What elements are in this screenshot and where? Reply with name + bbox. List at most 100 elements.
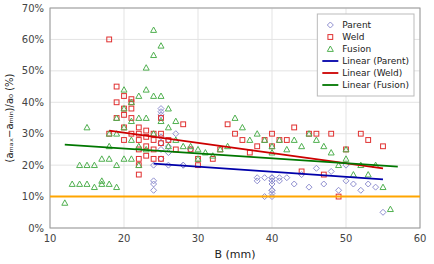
scatter-point [106,181,112,186]
grid-line [50,133,420,134]
scatter-point [107,131,112,136]
grid [50,8,420,228]
scatter-point [284,138,289,143]
scatter-point [358,187,364,193]
scatter-point [84,124,90,129]
scatter-point [276,137,282,142]
scatter-point [344,147,349,152]
scatter-point [91,162,97,167]
data-layer [50,27,420,215]
scatter-point [121,87,127,92]
y-tick-label: 40% [22,97,44,108]
scatter-point [277,138,282,143]
scatter-point [158,156,164,162]
scatter-point [173,131,179,137]
scatter-point [122,125,127,130]
scatter-point [313,165,319,171]
x-tick-label: 10 [44,233,57,244]
x-tick-label: 20 [118,233,131,244]
scatter-point [173,118,179,123]
scatter-point [121,156,127,161]
scatter-point [218,147,223,152]
scatter-point [270,131,275,136]
scatter-point [195,146,201,151]
scatter-point [387,206,393,211]
scatter-point [232,115,238,120]
scatter-point [329,131,334,136]
scatter-point [114,115,120,120]
scatter-point [136,162,142,167]
legend-label: Weld [342,32,364,42]
scatter-point [136,172,141,177]
scatter-point [262,137,268,142]
chart: 0%10%20%30%40%50%60%70%102030405060B (mm… [0,0,434,264]
x-tick-label: 50 [340,233,353,244]
scatter-point [239,124,245,129]
scatter-point [114,84,119,89]
y-tick-label: 60% [22,34,44,45]
scatter-point [165,143,171,148]
scatter-point [114,162,120,167]
y-tick-label: 10% [22,191,44,202]
scatter-point [217,146,223,151]
scatter-point [366,138,371,143]
legend-label: Linear (Fusion) [342,80,409,90]
legend-swatch [328,35,333,40]
y-tick-label: 50% [22,65,44,76]
scatter-point [350,181,356,187]
scatter-point [151,52,157,57]
scatter-point [313,137,319,142]
scatter-point [151,131,156,136]
scatter-point [165,106,171,111]
scatter-point [247,137,253,142]
scatter-point [128,118,134,123]
scatter-point [84,162,90,167]
scatter-point [143,65,149,70]
scatter-point [284,175,290,181]
scatter-point [136,143,142,148]
scatter-point [254,175,260,181]
scatter-point [114,116,119,121]
scatter-point [136,93,142,98]
limit-line [50,196,420,198]
scatter-point [159,131,164,136]
scatter-point [121,124,127,129]
trend-line [154,164,383,180]
scatter-point [306,131,312,136]
grid-line [50,196,420,197]
scatter-point [291,181,297,187]
scatter-point [314,131,319,136]
scatter-point [262,175,268,181]
scatter-point [99,181,105,186]
scatter-point [136,125,141,130]
scatter-point [321,143,327,148]
scatter-point [380,209,386,215]
scatter-point [350,172,356,177]
legend-label: Parent [342,20,371,30]
scatter-point [151,156,156,161]
scatter-point [299,143,305,148]
scatter-point [381,144,386,149]
scatter-point [99,156,105,161]
grid-line [272,8,273,228]
x-axis-label: B (mm) [214,248,255,261]
grid-line [198,8,199,228]
scatter-point [343,146,349,151]
scatter-point [165,143,171,149]
scatter-point [91,184,97,189]
y-tick-label: 0% [28,223,44,234]
scatter-point [269,175,275,181]
legend-swatch [327,46,333,51]
scatter-point [365,181,371,187]
scatter-point [292,125,297,130]
scatter-point [336,187,342,193]
scatter-point [144,128,149,133]
scatter-point [321,181,327,187]
scatter-point [122,138,127,143]
scatter-point [128,156,134,161]
legend-label: Linear (Parent) [342,56,409,66]
legend-swatch [327,22,333,28]
scatter-point [136,138,141,143]
scatter-point [188,143,194,148]
scatter-point [128,99,134,104]
